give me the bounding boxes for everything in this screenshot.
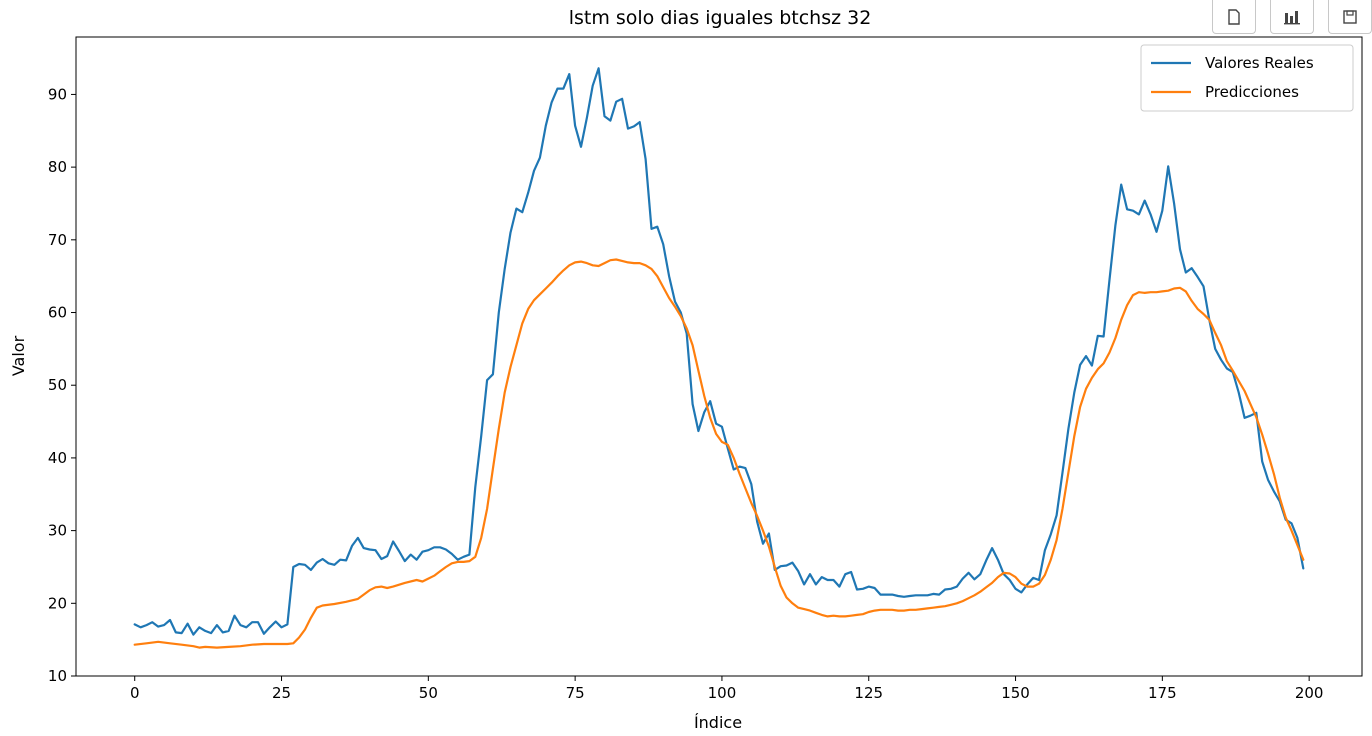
x-tick-label: 200 — [1295, 684, 1324, 702]
y-tick-label: 90 — [48, 85, 67, 103]
copy-icon — [1228, 8, 1240, 25]
y-tick-label: 50 — [48, 376, 67, 394]
x-tick-label: 100 — [708, 684, 737, 702]
x-tick-label: 175 — [1148, 684, 1177, 702]
legend-label: Valores Reales — [1205, 54, 1314, 72]
bar-chart-button[interactable] — [1270, 0, 1314, 34]
x-axis-ticks: 0 25 50 75 100 125 150 175 200 — [130, 676, 1324, 702]
y-tick-label: 80 — [48, 158, 67, 176]
legend: Valores Reales Predicciones — [1140, 44, 1354, 112]
y-tick-label: 30 — [48, 522, 67, 540]
y-tick-label: 20 — [48, 594, 67, 612]
x-tick-label: 50 — [419, 684, 438, 702]
series-line-predicciones — [133, 258, 1305, 649]
y-axis-ticks: 10 20 30 40 50 60 70 80 90 — [48, 85, 76, 685]
copy-button[interactable] — [1212, 0, 1256, 34]
x-tick-label: 150 — [1001, 684, 1030, 702]
y-tick-label: 10 — [48, 667, 67, 685]
x-tick-label: 0 — [130, 684, 140, 702]
y-tick-label: 70 — [48, 231, 67, 249]
y-tick-label: 40 — [48, 449, 67, 467]
axes — [75, 36, 1363, 677]
series-line-valores-reales — [133, 67, 1305, 636]
x-tick-label: 75 — [566, 684, 585, 702]
chart-title: lstm solo dias iguales btchsz 32 — [569, 7, 872, 29]
series-lines — [133, 67, 1305, 649]
legend-label: Predicciones — [1205, 83, 1299, 101]
bar-chart-icon — [1284, 10, 1300, 24]
save-icon — [1343, 9, 1357, 24]
x-tick-label: 125 — [854, 684, 883, 702]
y-tick-label: 60 — [48, 304, 67, 322]
save-button[interactable] — [1328, 0, 1372, 34]
x-tick-label: 25 — [272, 684, 291, 702]
plot-frame — [75, 36, 1363, 677]
y-axis-label: Valor — [9, 335, 28, 376]
x-axis-label: Índice — [694, 713, 742, 732]
legend-box — [1140, 44, 1354, 112]
